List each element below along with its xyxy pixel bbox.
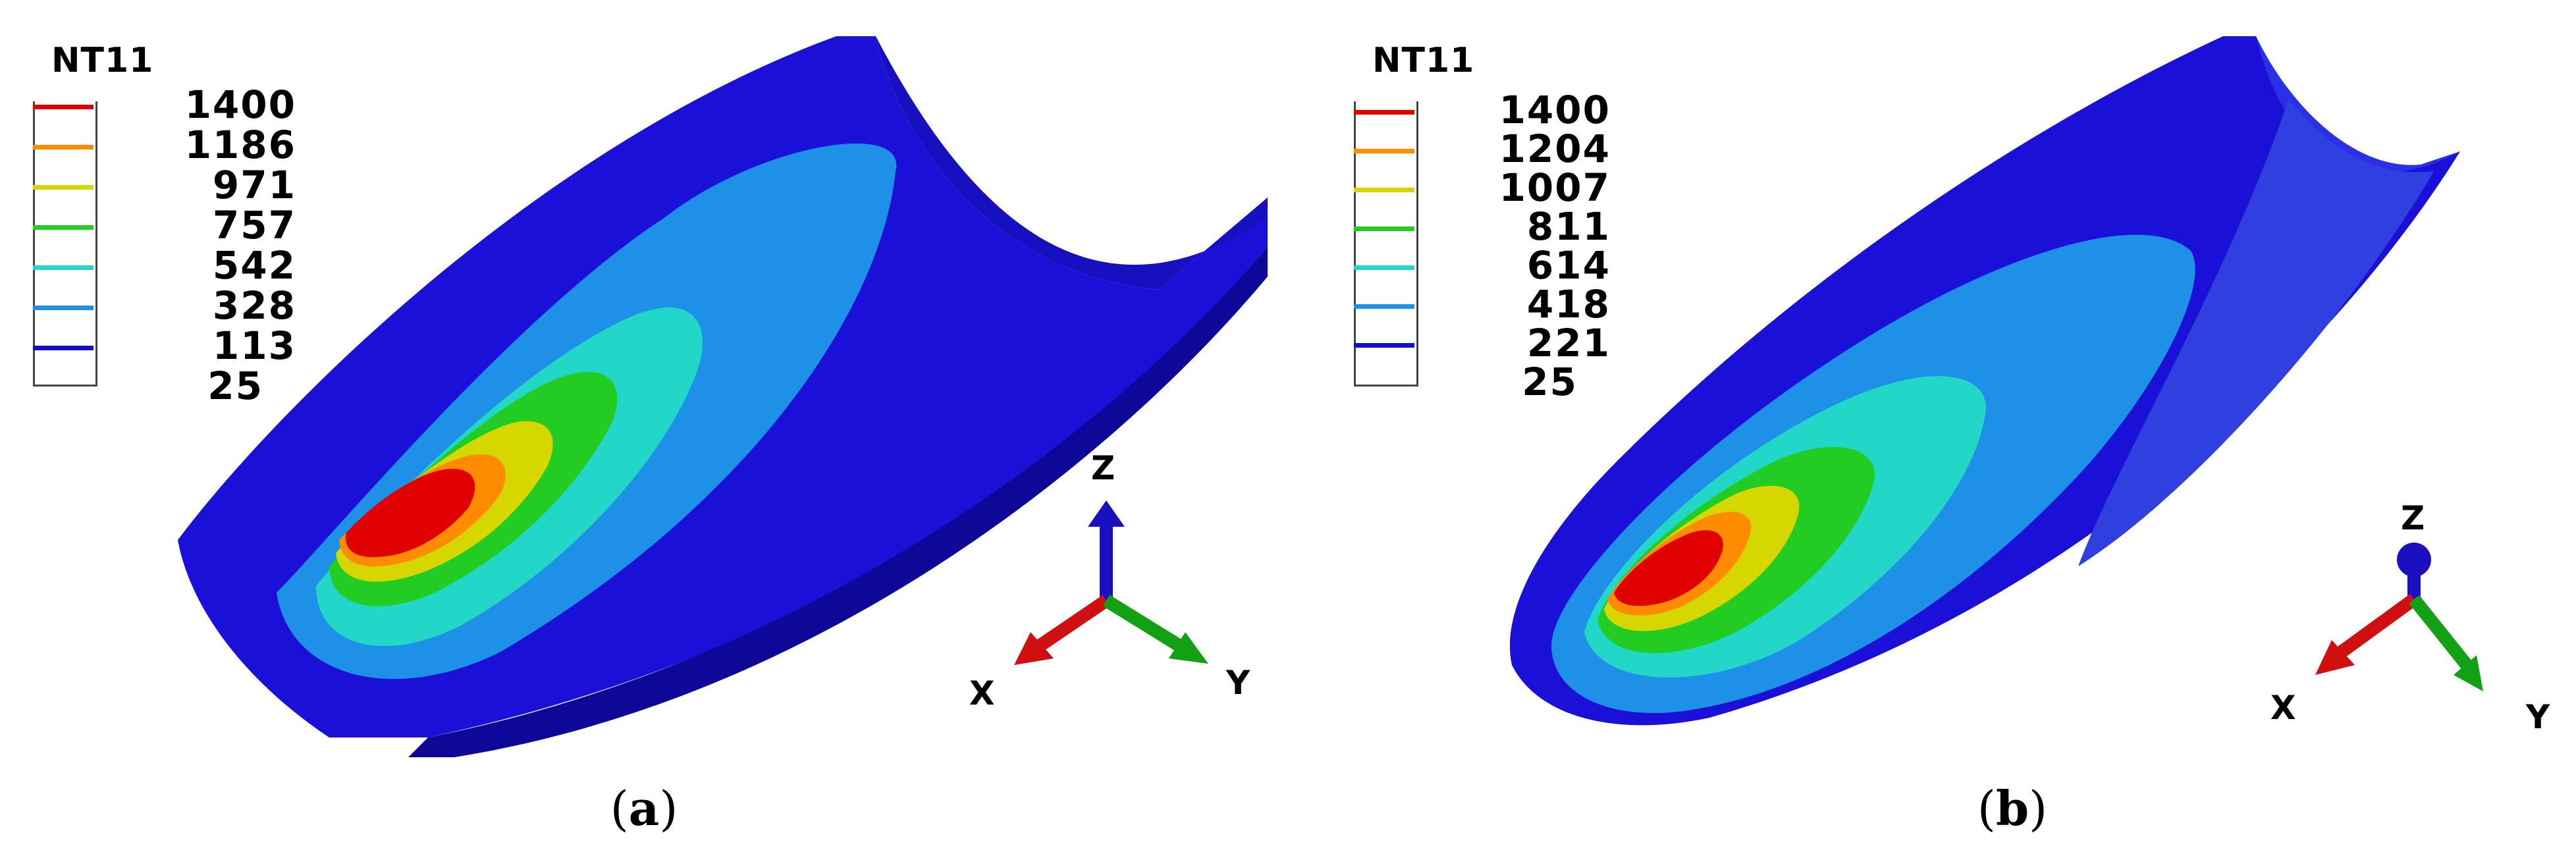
- legend-swatch-418: [1354, 304, 1414, 309]
- legend-swatch-1186: [33, 145, 94, 149]
- legend-label-1400: 1400: [184, 82, 296, 127]
- legend-swatch-1204: [1354, 149, 1414, 153]
- legend-label-25: 25: [1522, 360, 1578, 404]
- legend-swatch-811: [1354, 227, 1414, 231]
- panel-caption-b: (b): [1977, 780, 2048, 836]
- substrate-inner-track: [2078, 99, 2434, 566]
- contour-band-1400: [345, 468, 475, 558]
- legend-label-25: 25: [207, 363, 263, 408]
- axis-triad-b: [2315, 543, 2483, 691]
- legend-label-1400: 1400: [1499, 88, 1611, 132]
- contour-band-1400: [1614, 530, 1723, 606]
- axis-label-y: Y: [2526, 698, 2550, 736]
- legend-label-1007: 1007: [1499, 165, 1611, 210]
- axis-label-z: Z: [1091, 449, 1115, 487]
- legend-swatch-1400: [33, 105, 94, 109]
- legend-swatch-113: [33, 346, 94, 350]
- legend-label-542: 542: [212, 243, 296, 288]
- legend-swatch-542: [33, 265, 94, 270]
- legend-label-614: 614: [1526, 243, 1611, 288]
- legend-swatch-757: [33, 225, 94, 230]
- panel-b: NT11 1400 1204 1007 811 614 418 221 25 Z…: [1288, 0, 2576, 856]
- legend-label-757: 757: [212, 203, 296, 248]
- legend-label-971: 971: [212, 163, 296, 207]
- legend-swatch-614: [1354, 265, 1414, 270]
- axis-label-z: Z: [2401, 499, 2425, 537]
- legend-label-1204: 1204: [1499, 126, 1611, 171]
- axis-label-x: X: [969, 674, 995, 712]
- legend-swatch-221: [1354, 343, 1414, 348]
- axis-label-x: X: [2270, 689, 2296, 727]
- substrate-inner-face: [876, 36, 1268, 290]
- panel-caption-a: (a): [610, 780, 678, 836]
- legend-label-1186: 1186: [184, 122, 296, 167]
- legend-label-811: 811: [1526, 204, 1611, 249]
- legend-label-113: 113: [212, 323, 296, 368]
- legend-swatch-971: [33, 185, 94, 190]
- legend-title: NT11: [51, 41, 154, 80]
- axis-label-y: Y: [1226, 664, 1250, 702]
- temperature-field-plot-a: [178, 36, 1268, 757]
- temperature-field-plot-b: [1509, 36, 2483, 726]
- axis-triad-a: [1014, 500, 1208, 665]
- legend-swatch-1007: [1354, 188, 1414, 192]
- legend-label-221: 221: [1526, 321, 1611, 365]
- legend-title: NT11: [1372, 41, 1475, 80]
- legend-label-418: 418: [1526, 282, 1611, 327]
- legend-frame: [33, 101, 97, 387]
- panel-a: NT11 1400 1186 971 757 542 328 113 25 Z …: [33, 36, 1268, 836]
- legend-swatch-1400: [1354, 110, 1414, 115]
- legend-label-328: 328: [212, 283, 296, 328]
- legend-swatch-328: [33, 306, 94, 310]
- legend-frame: [1354, 101, 1418, 387]
